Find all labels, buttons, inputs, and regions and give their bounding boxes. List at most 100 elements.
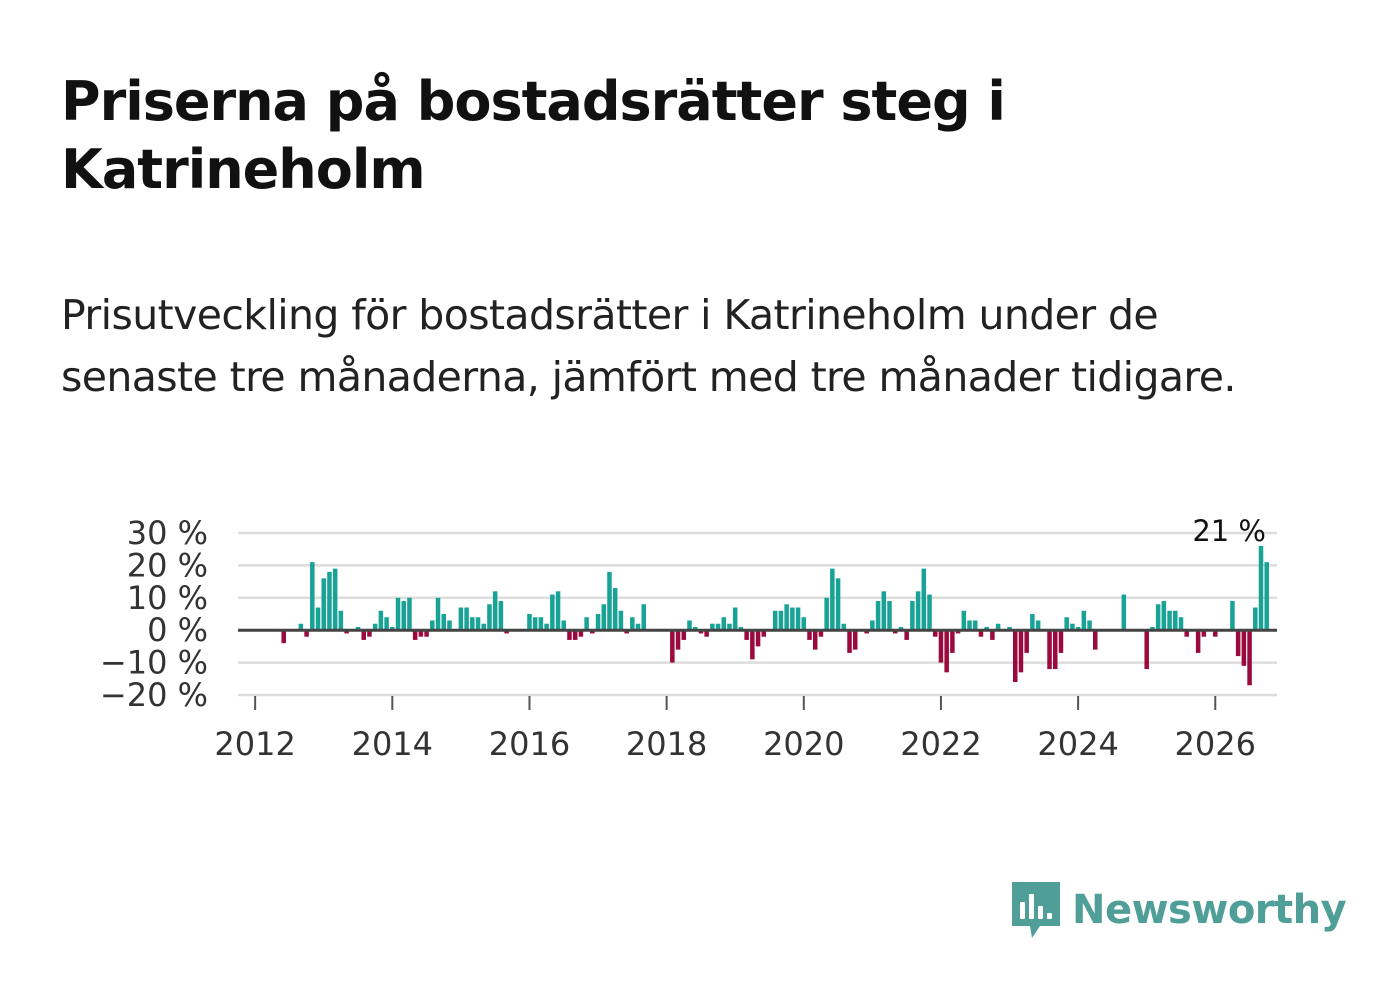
bar [772,610,778,631]
bar [601,604,607,631]
bar [955,630,961,634]
bar [750,630,755,660]
bars [281,545,1269,686]
gridlines [238,531,1277,697]
bar [681,630,687,640]
bar [372,623,378,631]
chart-title: Priserna på bostadsrätter steg i Katrine… [61,70,1006,201]
bar [715,623,721,631]
bar [492,591,498,631]
bar [595,614,601,631]
bar [481,623,487,631]
x-tick-label: 2022 [900,725,981,763]
x-tick-label: 2024 [1037,725,1118,763]
bar [1030,614,1035,631]
bar [344,630,349,634]
bar [1253,607,1258,631]
bar [1173,610,1178,631]
bar [544,623,549,631]
bar [624,630,629,634]
y-axis: 30 %20 %10 %0 %−10 %−20 % [100,514,208,714]
bar [304,630,309,637]
bar [835,578,841,631]
bar [418,630,424,637]
bar [932,630,938,637]
bar [332,568,338,631]
bar [784,604,789,631]
bar [950,630,955,653]
bar [961,610,967,631]
bar [1264,562,1269,631]
bar [801,617,807,631]
bar [972,620,978,631]
newsworthy-logo[interactable]: Newsworthy [1010,878,1347,942]
bar [641,604,647,631]
bar [424,630,429,637]
bar [812,630,818,650]
bar [984,626,989,631]
bar [281,630,286,644]
bar [1052,630,1058,670]
bar [1235,630,1241,657]
bar [1075,626,1081,631]
bar [875,601,881,631]
x-tick-label: 2018 [626,725,707,763]
bar [572,630,578,640]
bar [555,591,561,631]
bar [921,568,927,631]
bar [367,630,372,637]
x-axis: 2012 2014 2016 2018 2020 2022 2024 2026 [214,696,1256,763]
bar [1064,617,1069,631]
bar [1024,630,1029,653]
bar [464,607,469,631]
bar [561,620,567,631]
brand-name: Newsworthy [1072,887,1347,933]
bar [967,620,972,631]
bar [824,597,829,631]
bar [435,597,441,631]
bar [1070,623,1075,631]
bar [881,591,887,631]
bar [910,601,915,631]
bar [630,617,635,631]
bar [395,597,401,631]
bar [1247,630,1252,686]
bar [1178,617,1184,631]
bar [675,630,681,650]
bar [887,601,892,631]
bar [527,614,532,631]
bar [670,630,675,663]
bar [1007,626,1012,631]
bar [532,617,538,631]
bar [698,630,704,634]
bar [818,630,824,637]
bar [944,630,949,673]
bar [1081,610,1087,631]
bar [1087,620,1092,631]
bar [338,610,344,631]
bar [927,594,932,631]
bar [1230,601,1235,631]
bar [315,607,321,631]
bar [904,630,909,640]
bar [550,594,555,631]
bar [470,617,475,631]
bar [938,630,944,663]
bar [990,630,995,640]
bar [498,601,504,631]
x-tick-label: 2026 [1175,725,1256,763]
bar [807,630,812,640]
bar [390,626,395,631]
bar [795,607,801,631]
bar [864,630,869,634]
bar [687,620,692,631]
bar [1184,630,1189,637]
bar [790,607,795,631]
bar [441,614,447,631]
last-value-label: 21 % [1192,514,1266,548]
bar [744,630,749,640]
bar [475,617,481,631]
bar [1195,630,1201,653]
bar [378,610,384,631]
